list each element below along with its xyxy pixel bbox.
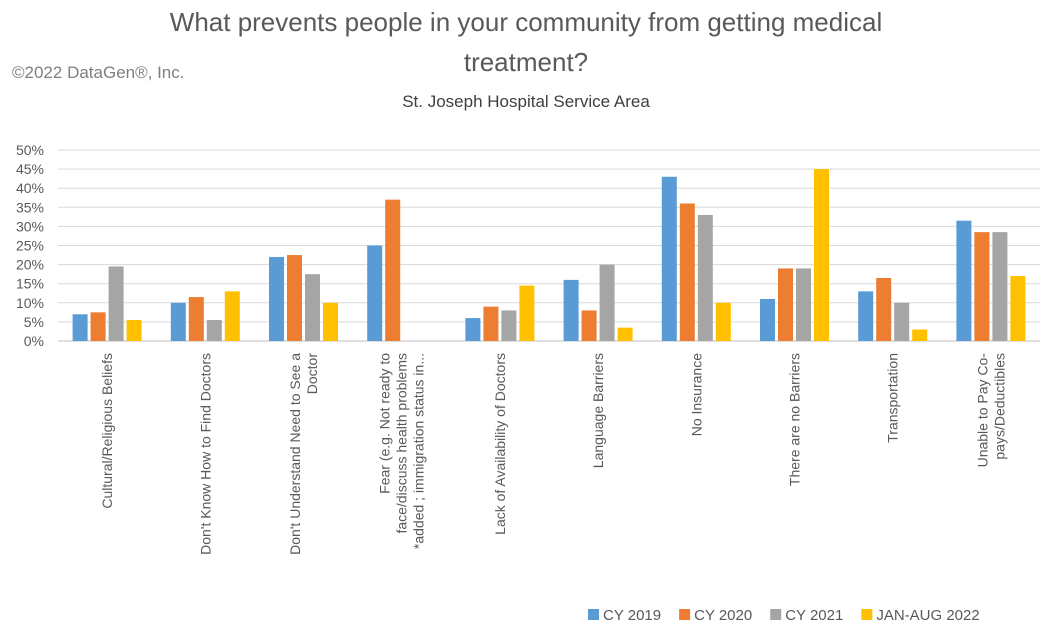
- bar: [126, 319, 142, 341]
- x-tick-label: Cultural/Religious Beliefs: [99, 353, 115, 509]
- bar: [956, 220, 972, 341]
- bar: [385, 199, 401, 341]
- bar: [581, 310, 597, 341]
- bar: [108, 266, 124, 341]
- bar: [465, 318, 481, 341]
- x-tick-label: Fear (e.g. Not ready to: [377, 353, 393, 494]
- bar: [778, 268, 793, 341]
- bar: [519, 285, 535, 341]
- y-tick-label: 0%: [24, 333, 44, 349]
- legend: CY 2019 CY 2020 CY 2021 JAN-AUG 2022: [588, 607, 980, 624]
- x-tick-label: No Insurance: [688, 353, 704, 436]
- bar: [974, 232, 990, 341]
- chart-subtitle: St. Joseph Hospital Service Area: [402, 92, 650, 111]
- bar: [563, 279, 579, 341]
- y-tick-label: 10%: [16, 295, 44, 311]
- bar: [760, 298, 775, 341]
- bar: [876, 277, 892, 341]
- bar: [305, 274, 320, 341]
- x-tick-label: There are no Barriers: [787, 353, 803, 486]
- bar: [894, 302, 910, 341]
- bar: [992, 232, 1008, 341]
- bar: [224, 291, 240, 341]
- bar: [679, 203, 695, 341]
- legend-label: JAN-AUG 2022: [876, 607, 979, 624]
- y-tick-label: 25%: [16, 238, 44, 254]
- bar: [617, 327, 633, 341]
- gridlines: [58, 149, 1040, 342]
- bar: [814, 169, 829, 341]
- bar: [661, 176, 677, 341]
- x-tick-label: Doctor: [304, 353, 320, 395]
- legend-swatch: [588, 609, 599, 620]
- bar: [483, 306, 499, 341]
- legend-label: CY 2019: [603, 607, 661, 624]
- bar: [912, 329, 928, 341]
- bar: [796, 268, 811, 341]
- bar: [323, 302, 338, 341]
- x-axis-labels: Cultural/Religious Beliefs Don't Know How…: [99, 353, 1007, 555]
- legend-label: CY 2020: [694, 607, 752, 624]
- x-tick-label: Language Barriers: [590, 353, 606, 468]
- bar: [72, 314, 88, 341]
- y-tick-label: 20%: [16, 257, 44, 273]
- legend-swatch: [770, 609, 782, 620]
- x-tick-label: *added ; immigration status in...: [411, 353, 427, 549]
- y-axis-ticks: 0% 5% 10% 15% 20% 25% 30% 35% 40% 45% 50%: [16, 142, 44, 349]
- bar: [697, 214, 713, 341]
- x-tick-label: Don't Know How to Find Doctors: [197, 353, 213, 555]
- bar: [188, 297, 204, 341]
- bar: [599, 264, 615, 341]
- y-tick-label: 15%: [16, 276, 44, 292]
- x-tick-label: pays/Deductibles: [991, 353, 1007, 460]
- bar: [715, 302, 731, 341]
- y-tick-label: 5%: [24, 314, 44, 330]
- x-tick-label: face/discuss health problems: [394, 353, 410, 534]
- legend-swatch: [679, 609, 691, 620]
- x-tick-label: Don't Understand Need to See a: [287, 353, 303, 555]
- bar: [367, 245, 383, 341]
- chart-title-line-2: treatment?: [464, 47, 588, 77]
- bar: [858, 291, 874, 341]
- x-tick-label: Lack of Availability of Doctors: [492, 353, 508, 535]
- bar: [90, 312, 106, 341]
- bar: [287, 255, 302, 341]
- y-tick-label: 30%: [16, 218, 44, 234]
- bars: [72, 169, 1026, 341]
- bar: [1010, 276, 1026, 341]
- bar: [269, 256, 284, 341]
- x-tick-label: Transportation: [885, 353, 901, 443]
- y-tick-label: 50%: [16, 142, 44, 158]
- bar: [501, 310, 517, 341]
- chart-title-line-1: What prevents people in your community f…: [170, 7, 882, 37]
- y-tick-label: 40%: [16, 180, 44, 196]
- y-tick-label: 35%: [16, 199, 44, 215]
- bar: [170, 302, 186, 341]
- x-tick-label: Unable to Pay Co-: [974, 353, 990, 468]
- legend-swatch: [861, 609, 873, 620]
- copyright-notice: ©2022 DataGen®, Inc.: [12, 63, 184, 82]
- y-tick-label: 45%: [16, 161, 44, 177]
- legend-label: CY 2021: [785, 607, 843, 624]
- bar: [206, 319, 222, 341]
